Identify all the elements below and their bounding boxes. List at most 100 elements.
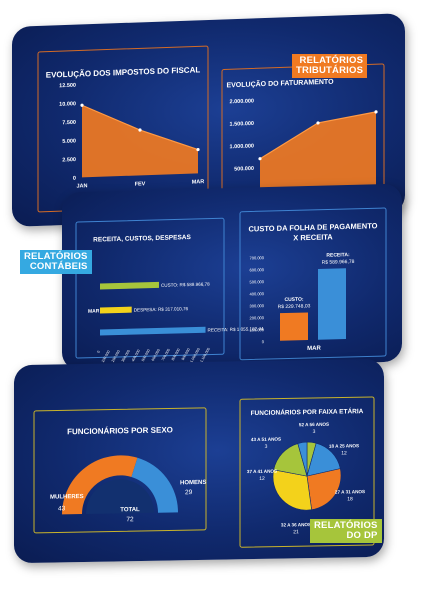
tag-contabeis: RELATÓRIOS CONTÁBEIS [20, 250, 92, 274]
hbar-label-receita: RECEITA: R$ 1.055.182,44 [208, 326, 265, 332]
pie-label: 52 A 56 ANOS [299, 422, 329, 428]
pie-label: 43 A 51 ANOS [251, 437, 281, 443]
faturamento-title: EVOLUÇÃO DO FATURAMENTO [226, 77, 334, 90]
pie-value: 3 [313, 429, 316, 435]
donut-slice-homens [131, 457, 178, 513]
vbar-ytick: 300.000 [250, 303, 265, 308]
hbar-despesa [100, 306, 132, 314]
fiscal-point [80, 103, 84, 107]
sexo-title: FUNCIONÁRIOS POR SEXO [67, 425, 173, 436]
donut-slice-mulheres [62, 455, 138, 515]
folha-receita-chart: 700.000 600.000 500.000 400.000 300.000 200.0… [250, 252, 355, 352]
pie-slice [272, 469, 312, 511]
fiscal-xtick: JAN [76, 183, 87, 189]
tag-tributarios: RELATÓRIOS TRIBUTÁRIOS [292, 54, 368, 78]
tag-tributarios-line2: TRIBUTÁRIOS [296, 65, 364, 76]
faixa-frame [239, 396, 375, 548]
fat-point [374, 110, 378, 114]
hbar-xtick: 700.000 [161, 348, 171, 361]
fat-point [316, 121, 320, 125]
vbar-value-receita: R$ 589.966,78 [322, 259, 355, 266]
receita-frame [75, 217, 225, 359]
donut-value-homens: 29 [185, 489, 193, 496]
pie-value: 3 [265, 444, 268, 450]
hbar-xtick: 1.100.000 [199, 347, 210, 363]
tributarios-charts: EVOLUÇÃO DOS IMPOSTOS DO FISCAL 12.500 10… [37, 45, 385, 213]
hbar-xtick: 900.000 [181, 348, 191, 361]
vbar-ytick: 200.000 [250, 315, 265, 320]
vbar-label-receita: RECEITA: [326, 252, 350, 259]
pie-slice [297, 441, 308, 477]
fiscal-ytick: 7.500 [62, 120, 76, 126]
fiscal-title: EVOLUÇÃO DOS IMPOSTOS DO FISCAL [46, 65, 201, 79]
fat-area [260, 111, 376, 191]
pie-label: 18 A 25 ANOS [329, 443, 359, 449]
vbar-ytick: 0 [262, 339, 265, 344]
fiscal-xtick: FEV [135, 181, 146, 187]
panel-tributarios: EVOLUÇÃO DOS IMPOSTOS DO FISCAL 12.500 10… [12, 13, 405, 227]
vbar-ytick: 400.000 [250, 291, 265, 296]
tag-dp-line1: RELATÓRIOS [314, 520, 378, 531]
vbar-ytick: 600.000 [250, 267, 265, 272]
donut-total-label: TOTAL [120, 507, 140, 513]
pie-label: 37 A 41 ANOS [247, 469, 277, 475]
folha-title-1: CUSTO DA FOLHA DE PAGAMENTO [248, 221, 377, 233]
donut-label-mulheres: MULHERES [50, 494, 84, 501]
hbar-xtick: 300.000 [121, 349, 131, 362]
pie-label: 32 A 36 ANOS [281, 522, 311, 528]
hbar-xtick: 200.000 [111, 350, 121, 363]
fiscal-area [82, 105, 198, 178]
fiscal-ytick: 0 [73, 176, 76, 182]
receita-custos-despesas-chart: CUSTO: R$ 589.966,78 DESPESA: R$ 317.010,… [88, 282, 265, 364]
pie-label: 27 A 31 ANOS [335, 489, 365, 495]
dp-charts: FUNCIONÁRIOS POR SEXO MULHERES 43 HOMENS 29… [33, 396, 375, 548]
pie-value: 21 [293, 529, 299, 535]
folha-title-2: X RECEITA [293, 232, 333, 242]
donut-label-homens: HOMENS [180, 480, 206, 486]
fiscal-ytick: 10.000 [59, 101, 76, 108]
hbar-label-despesa: DESPESA: R$ 317.010,76 [134, 306, 189, 312]
fat-ytick: 500.000 [234, 166, 254, 173]
pie-value: 18 [347, 496, 353, 502]
faixa-title: FUNCIONÁRIOS POR FAIXA ETÁRIA [251, 406, 364, 417]
fat-ytick: 1.000.000 [230, 143, 254, 150]
vbar-receita [318, 268, 346, 340]
vbar-xtick: MAR [307, 346, 321, 352]
sexo-chart: MULHERES 43 HOMENS 29 TOTAL 72 [50, 455, 206, 523]
tag-dp-line2: DO DP [346, 530, 378, 541]
fat-ytick: 2.000.000 [230, 98, 254, 105]
tag-contabeis-line2: CONTÁBEIS [29, 261, 88, 272]
donut-hole [86, 479, 154, 514]
donut-total-value: 72 [126, 516, 134, 523]
vbar-custo [280, 312, 308, 341]
vbar-ytick: 100.000 [250, 327, 265, 332]
fiscal-ytick: 2.500 [62, 157, 76, 163]
fiscal-xtick: MAR [192, 179, 205, 185]
pie-value: 12 [259, 476, 265, 482]
vbar-value-custo: R$ 229.748,03 [278, 303, 311, 310]
vbar-ytick: 700.000 [250, 255, 265, 260]
panel-dp: FUNCIONÁRIOS POR SEXO MULHERES 43 HOMENS 29… [14, 358, 384, 564]
hbar-xtick: 800.000 [171, 348, 181, 361]
donut-value-mulheres: 43 [58, 505, 66, 512]
hbar-xtick: 500.000 [141, 349, 151, 362]
panel-contabeis: RECEITA, CUSTOS, DESPESAS CUSTO: R$ 589.… [62, 183, 402, 371]
folha-frame [239, 207, 387, 361]
fiscal-ytick: 12.500 [59, 83, 76, 90]
vbar-ytick: 500.000 [250, 279, 265, 284]
hbar-xtick: 1.000.000 [189, 347, 200, 363]
fat-ytick: 1.500.000 [230, 121, 254, 128]
hbar-receita [100, 326, 206, 336]
hbar-xtick: 100.000 [101, 350, 111, 363]
contabeis-charts: RECEITA, CUSTOS, DESPESAS CUSTO: R$ 589.… [75, 207, 387, 364]
hbar-xtick: 0 [96, 350, 100, 354]
hbar-label-custo: CUSTO: R$ 589.966,78 [161, 282, 210, 288]
tag-contabeis-line1: RELATÓRIOS [24, 251, 88, 262]
fiscal-ytick: 5.000 [62, 138, 76, 144]
hbar-xtick: 400.000 [131, 349, 141, 362]
pie-value: 12 [341, 450, 347, 456]
sexo-frame [33, 407, 207, 534]
fiscal-point [138, 128, 142, 132]
